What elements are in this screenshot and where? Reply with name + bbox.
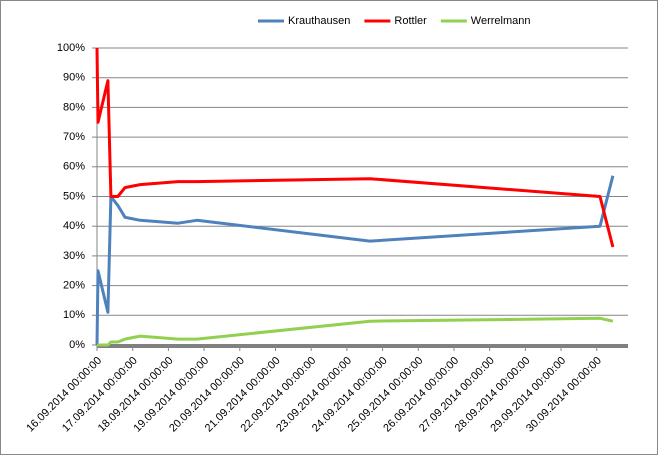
legend-label: Rottler — [394, 15, 427, 27]
series-line — [95, 47, 615, 248]
y-tick-label: 70% — [63, 131, 85, 143]
y-tick-label: 40% — [63, 220, 85, 232]
y-tick-label: 0% — [69, 339, 85, 351]
legend-label: Werrelmann — [471, 15, 531, 27]
y-tick-label: 100% — [57, 42, 85, 54]
y-tick-label: 90% — [63, 72, 85, 84]
series-line — [96, 316, 614, 347]
y-tick-label: 60% — [63, 161, 85, 173]
y-tick-label: 20% — [63, 280, 85, 292]
legend-label: Krauthausen — [288, 15, 350, 27]
y-tick-label: 50% — [63, 190, 85, 202]
y-tick-label: 30% — [63, 250, 85, 262]
series-line — [95, 175, 615, 346]
y-tick-label: 10% — [63, 309, 85, 321]
y-tick-label: 80% — [63, 101, 85, 113]
